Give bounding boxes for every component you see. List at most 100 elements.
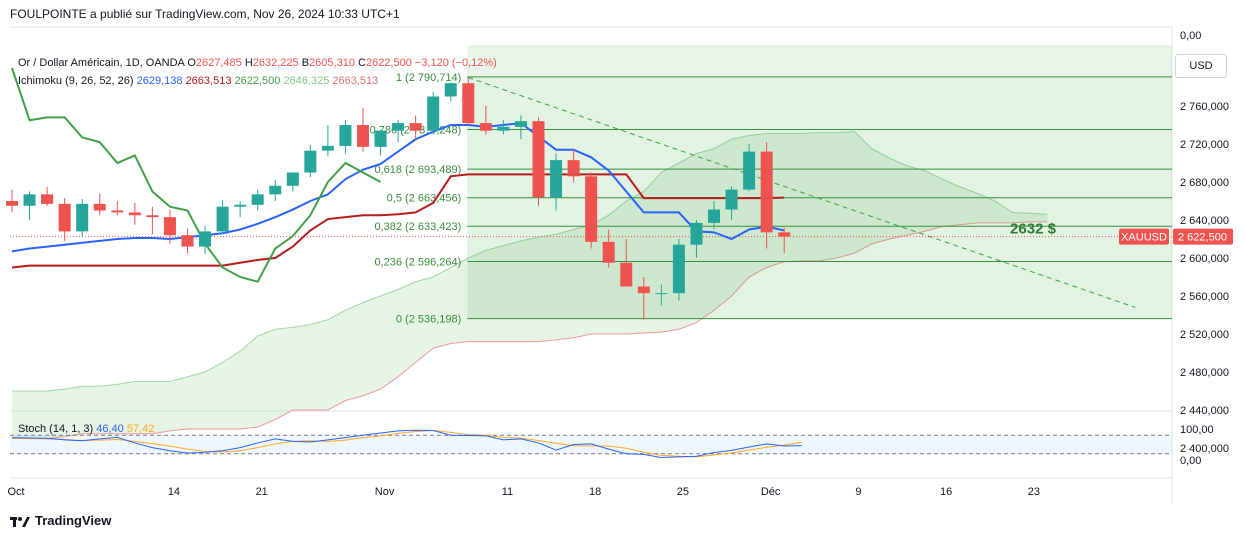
- stoch-d-line: [11, 430, 802, 458]
- candle-body: [6, 201, 18, 206]
- candle-body: [146, 215, 159, 218]
- legend-value: B: [302, 57, 309, 69]
- candle-body: [339, 125, 352, 146]
- candle-body: [567, 160, 580, 177]
- tenkan-sen-line: [11, 122, 785, 253]
- candle-body: [392, 123, 405, 131]
- plot-background: [10, 27, 1172, 477]
- legend-value: 2663,513: [186, 75, 235, 87]
- candle-body: [620, 262, 633, 287]
- candle-body: [163, 217, 176, 236]
- candle-body: [708, 209, 720, 223]
- legend-value: 2632,225: [253, 57, 302, 69]
- candle-body: [427, 96, 440, 131]
- candle-body: [585, 176, 598, 242]
- fib-level-label: 0,5 (2 663,456): [387, 193, 462, 205]
- legend-value: Stoch (14, 1, 3): [18, 423, 96, 435]
- stoch-tick-label: 100,00: [1180, 424, 1214, 436]
- fib-level-label: 0,236 (2 596,264): [374, 257, 461, 269]
- senkou-span-b-line: [12, 221, 1048, 439]
- candle-body: [778, 232, 791, 237]
- stoch-tick-label: 0,00: [1180, 455, 1201, 467]
- candle-body: [550, 160, 563, 198]
- time-tick-label: 21: [256, 486, 268, 498]
- footer-brand: TradingView: [35, 513, 112, 528]
- candle-body: [444, 83, 457, 97]
- last-price-tag-background: [1173, 228, 1233, 245]
- chikou-span-line: [11, 67, 382, 283]
- candle-body: [216, 206, 229, 232]
- legend-value: 57,42: [127, 423, 155, 435]
- candle-body: [304, 150, 317, 173]
- price-tick-label: 2 480,000: [1180, 367, 1229, 379]
- time-tick-label: 11: [502, 486, 513, 498]
- fib-level-label: 0,382 (2 633,423): [374, 221, 461, 233]
- time-tick-label: Nov: [375, 486, 395, 498]
- fibonacci-extension-zone: [467, 45, 1172, 77]
- candle-body: [409, 123, 422, 131]
- tradingview-footer: TradingView: [10, 513, 111, 528]
- price-axis-top-label: 0,00: [1180, 30, 1201, 42]
- candle-body: [462, 83, 475, 124]
- price-tick-label: 2 520,000: [1180, 329, 1229, 341]
- kijun-sen-line: [11, 173, 785, 269]
- price-tick-label: 2 600,000: [1180, 253, 1229, 265]
- legend-value: 2627,485: [196, 57, 245, 69]
- candle-body: [532, 121, 545, 198]
- candle-body: [181, 235, 194, 247]
- legend-value: 2663,513: [332, 75, 378, 87]
- time-tick-label: Déc: [761, 486, 781, 498]
- candle-body: [374, 130, 387, 147]
- currency-button[interactable]: USD: [1175, 54, 1227, 78]
- ichimoku-cloud: [12, 131, 1048, 439]
- candle-body: [497, 126, 510, 131]
- legend-value: Ichimoku (9, 26, 52, 26): [18, 75, 137, 87]
- candle-body: [743, 151, 756, 190]
- legend-value: 46,40: [96, 423, 127, 435]
- candle-body: [111, 210, 124, 213]
- price-annotation: 2632 $: [1010, 221, 1057, 238]
- time-tick-label: 14: [168, 486, 180, 498]
- last-price-tag: 2 622,500: [1178, 232, 1227, 244]
- symbol-legend: Or / Dollar Américain, 1D, OANDA O2627,4…: [18, 57, 497, 69]
- tradingview-logo-icon: [10, 515, 30, 527]
- senkou-span-a-line: [12, 131, 1048, 392]
- candle-body: [234, 204, 247, 207]
- candle-body: [128, 212, 141, 216]
- candle-body: [514, 121, 527, 127]
- publisher-header: FOULPOINTE a publié sur TradingView.com,…: [10, 7, 400, 21]
- candle-body: [602, 241, 615, 263]
- candle-body: [690, 222, 703, 245]
- time-tick-label: 23: [1028, 486, 1040, 498]
- price-tick-label: 2 400,000: [1180, 443, 1229, 455]
- candle-body: [725, 189, 738, 210]
- symbol-tag-background: [1119, 228, 1169, 245]
- fib-level-label: 1 (2 790,714): [396, 72, 461, 84]
- candle-body: [269, 185, 282, 195]
- trendline: [468, 77, 1136, 308]
- legend-value: H: [245, 57, 253, 69]
- price-tick-label: 2 640,000: [1180, 215, 1229, 227]
- legend-value: O: [187, 57, 196, 69]
- legend-value: 2629,138: [137, 75, 186, 87]
- price-tick-label: 2 680,000: [1180, 177, 1229, 189]
- price-tick-label: 2 720,000: [1180, 139, 1229, 151]
- candle-body: [760, 151, 773, 233]
- candle-body: [58, 203, 71, 232]
- time-tick-label: Oct: [7, 486, 24, 498]
- candle-body: [23, 194, 36, 206]
- ichimoku-legend: Ichimoku (9, 26, 52, 26) 2629,138 2663,5…: [18, 75, 378, 87]
- candle-body: [76, 203, 89, 232]
- candle-body: [286, 172, 299, 186]
- symbol-tag: XAUUSD: [1121, 232, 1167, 244]
- legend-value: 2646,325: [283, 75, 332, 87]
- stoch-band: [10, 435, 1172, 454]
- price-tick-label: 2 760,000: [1180, 101, 1229, 113]
- fib-level-label: 0,618 (2 693,489): [374, 164, 461, 176]
- candle-body: [251, 194, 264, 205]
- legend-value: 2622,500: [235, 75, 284, 87]
- fib-level-label: 0 (2 536,198): [396, 314, 461, 326]
- time-tick-label: 9: [855, 486, 861, 498]
- candle-body: [672, 244, 685, 294]
